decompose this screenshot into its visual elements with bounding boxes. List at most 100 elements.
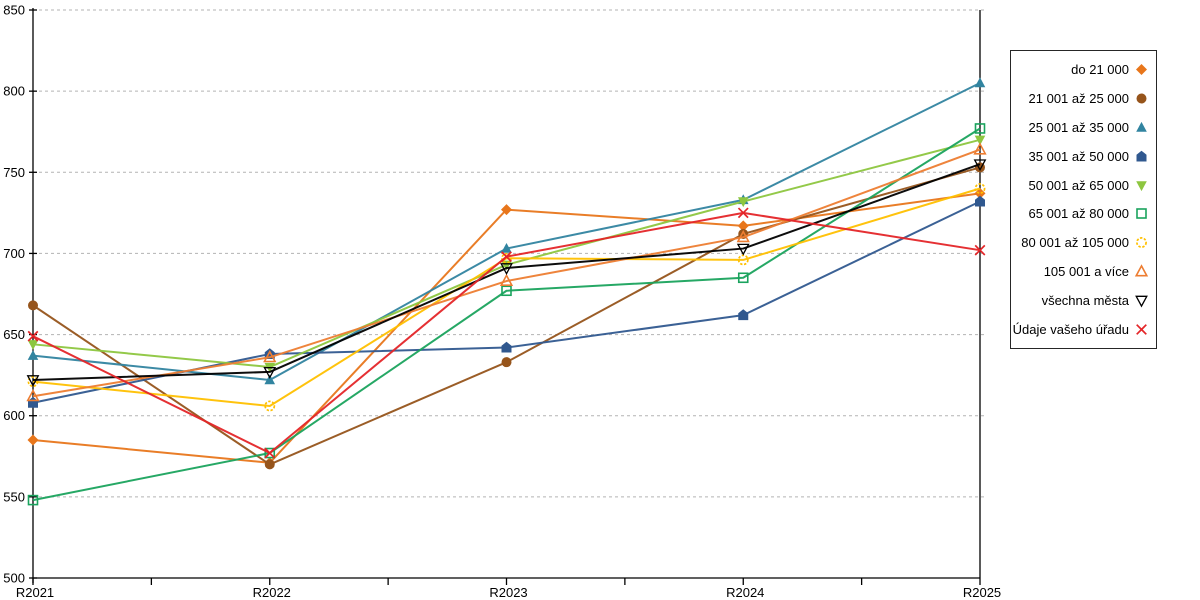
legend-triangle-up-filled-icon	[1136, 121, 1147, 132]
diamond-filled-icon	[737, 220, 749, 232]
legend-diamond-filled-icon	[1136, 63, 1147, 75]
series-6	[27, 183, 986, 412]
circle-hollow-dotted-icon	[501, 252, 512, 264]
y-tick-label: 600	[3, 408, 25, 423]
legend-item-3: 35 001 až 50 000	[1011, 149, 1156, 164]
legend-label: 50 001 až 65 000	[1028, 177, 1129, 193]
x-tick-label: R2023	[489, 585, 527, 600]
triangle-up-filled-icon	[501, 242, 512, 253]
series-line	[32, 163, 981, 382]
circle-filled-icon	[28, 300, 38, 311]
circle-hollow-dotted-icon	[974, 183, 986, 194]
triangle-up-hollow-icon	[263, 350, 277, 363]
triangle-up-hollow-icon	[26, 388, 40, 402]
x-cross-icon2	[737, 207, 749, 219]
series-8	[26, 159, 987, 387]
triangle-down-filled-icon	[974, 135, 986, 146]
x-tick-label: R2024	[726, 585, 764, 600]
legend-label: 25 001 až 35 000	[1028, 119, 1129, 135]
legend-circle-hollow-dotted-icon	[1136, 237, 1147, 249]
square-hollow-icon	[1136, 208, 1147, 220]
circle-hollow-dotted-icon	[1136, 237, 1147, 249]
square-hollow-icon	[974, 123, 986, 134]
diamond-filled-icon	[1136, 63, 1147, 75]
x-cross-icon2	[501, 251, 512, 263]
legend-triangle-up-hollow-icon	[1134, 264, 1149, 277]
diamond-filled-icon	[27, 434, 39, 446]
triangle-down-hollow-icon	[500, 263, 513, 276]
legend-label: do 21 000	[1071, 61, 1129, 77]
y-tick-label: 500	[3, 571, 25, 586]
x-cross-icon2	[27, 330, 39, 342]
diamond-filled-icon	[501, 204, 512, 216]
legend-label: 21 001 až 25 000	[1028, 90, 1129, 106]
triangle-up-hollow-icon	[736, 229, 750, 243]
triangle-up-filled-icon	[264, 374, 276, 385]
pentagon-filled-icon	[975, 195, 985, 207]
legend-triangle-down-filled-icon	[1136, 180, 1147, 191]
square-hollow-icon	[737, 272, 749, 284]
triangle-down-hollow-icon	[26, 375, 40, 387]
circle-filled-icon	[1136, 93, 1147, 104]
triangle-down-hollow-icon	[973, 159, 987, 172]
legend-circle-filled-icon	[1136, 93, 1147, 104]
triangle-down-hollow-icon	[263, 367, 277, 379]
legend-label: 65 001 až 80 000	[1028, 206, 1129, 222]
triangle-up-hollow-icon	[1134, 264, 1149, 277]
legend-item-1: 21 001 až 25 000	[1011, 91, 1156, 106]
y-tick-label: 550	[3, 489, 25, 504]
legend-x-cross-icon	[1136, 324, 1147, 335]
legend-item-9: Údaje vašeho úřadu	[1011, 322, 1156, 337]
y-tick-label: 750	[3, 165, 25, 180]
legend-label: Údaje vašeho úřadu	[1012, 321, 1129, 337]
triangle-down-filled-icon	[27, 340, 39, 350]
triangle-up-filled-icon	[1136, 121, 1147, 132]
series-0	[27, 187, 986, 469]
gridlines	[33, 9, 985, 498]
legend-item-2: 25 001 až 35 000	[1011, 120, 1156, 135]
legend-pentagon-filled-icon	[1136, 150, 1147, 162]
triangle-up-hollow-icon	[499, 273, 514, 287]
series-line	[32, 148, 981, 398]
y-tick-label: 850	[3, 3, 25, 18]
circle-filled-icon	[501, 357, 512, 368]
pentagon-filled-icon	[501, 341, 512, 353]
legend-item-7: 105 001 a více	[1011, 264, 1156, 279]
triangle-down-hollow-icon	[1135, 295, 1148, 308]
x-tick-label: R2021	[16, 585, 54, 600]
triangle-down-filled-icon	[1136, 180, 1147, 191]
series-line	[32, 187, 981, 407]
triangle-up-filled-icon	[27, 350, 39, 360]
legend-item-8: všechna města	[1011, 293, 1156, 308]
triangle-down-filled-icon	[737, 197, 749, 208]
legend-label: 80 001 až 105 000	[1021, 235, 1129, 251]
triangle-up-hollow-icon	[973, 142, 987, 155]
triangle-up-filled-icon	[974, 77, 986, 88]
series-9	[27, 207, 986, 459]
square-hollow-icon	[501, 285, 512, 297]
x-tick-label: R2022	[253, 585, 291, 600]
legend-label: 105 001 a více	[1043, 264, 1129, 280]
series-7	[26, 142, 987, 402]
square-hollow-icon	[27, 494, 39, 506]
y-tick-label: 700	[3, 246, 25, 261]
circle-hollow-dotted-icon	[27, 376, 39, 388]
legend-triangle-down-hollow-icon	[1135, 295, 1148, 308]
pentagon-filled-icon	[738, 309, 749, 321]
x-tick-label: R2025	[963, 585, 1001, 600]
x-cross-icon2	[1136, 324, 1147, 335]
chart-legend: do 21 000 21 001 až 25 000 25 001 až 35 00…	[1010, 50, 1157, 349]
triangle-down-hollow-icon	[736, 243, 750, 256]
legend-label: všechna města	[1041, 293, 1129, 309]
series-line	[32, 192, 981, 464]
legend-item-5: 65 001 až 80 000	[1011, 206, 1156, 221]
circle-hollow-dotted-icon	[264, 400, 276, 412]
square-hollow-icon	[264, 447, 276, 459]
legend-label: 35 001 až 50 000	[1028, 148, 1129, 164]
series-1	[28, 162, 985, 470]
series-5	[27, 123, 986, 506]
y-tick-label: 650	[3, 327, 25, 342]
legend-item-4: 50 001 až 65 000	[1011, 178, 1156, 193]
